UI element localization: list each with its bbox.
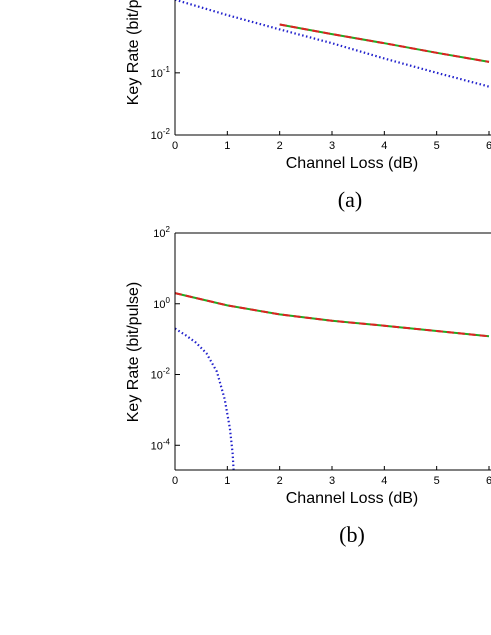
panel-a-curves <box>174 0 490 88</box>
panel-b-x-tick-label: 4 <box>381 475 387 487</box>
panel-a-x-tick-label: 3 <box>329 140 335 152</box>
panel-b-x-axis-label: Channel Loss (dB) <box>286 490 419 507</box>
panel-b-x-tick-label: 6 <box>486 475 491 487</box>
panel-b-series-3-line <box>174 327 235 471</box>
panel-a-series-2-line <box>279 23 490 63</box>
panel-b-y-tick-label: 102 <box>153 225 170 240</box>
panel-b-x-ticks: 0 1 2 3 4 5 6 <box>172 466 491 487</box>
panel-b-y-ticks: 102 100 10-2 10-4 <box>151 225 180 452</box>
panel-a-x-tick-label: 5 <box>434 140 440 152</box>
panel-b-x-tick-label: 0 <box>172 475 178 487</box>
panel-a-y-axis-label: Key Rate (bit/pulse) <box>125 0 142 105</box>
panel-a-x-tick-label: 1 <box>224 140 230 152</box>
panel-a-y-ticks: 10-2 10-1 <box>151 65 180 142</box>
panel-a-x-tick-label: 0 <box>172 140 178 152</box>
panel-a-y-tick-label: 10-2 <box>151 127 171 142</box>
panel-a-series-3-line <box>174 0 490 88</box>
panel-a-x-tick-label: 4 <box>381 140 387 152</box>
panel-b-curves <box>174 292 490 471</box>
panel-a-x-axis-label: Channel Loss (dB) <box>286 155 419 172</box>
panel-b-y-tick-label: 10-4 <box>151 437 171 452</box>
panel-b: 0 1 2 3 4 5 6 102 100 10-2 10-4 Channel Loss (dB)… <box>125 225 491 547</box>
panel-b-x-tick-label: 3 <box>329 475 335 487</box>
panel-a-x-ticks: 0 1 2 3 4 5 6 <box>172 131 491 152</box>
panel-a-x-tick-label: 6 <box>486 140 491 152</box>
panel-b-y-tick-label: 10-2 <box>151 367 171 382</box>
panel-b-x-tick-label: 2 <box>277 475 283 487</box>
panel-a-caption: (a) <box>338 187 362 212</box>
panel-b-x-tick-label: 1 <box>224 475 230 487</box>
panel-b-series-2-line <box>174 292 490 338</box>
panel-b-x-tick-label: 5 <box>434 475 440 487</box>
panel-a-x-tick-label: 2 <box>277 140 283 152</box>
panel-b-y-tick-label: 100 <box>153 296 170 311</box>
panel-a: 0 1 2 3 4 5 6 10-2 10-1 Channel Loss (dB) Key R… <box>125 0 491 212</box>
panel-b-y-axis-label: Key Rate (bit/pulse) <box>125 282 142 423</box>
panel-b-series-1-line <box>174 292 490 338</box>
panel-b-caption: (b) <box>339 522 365 547</box>
panel-a-y-tick-label: 10-1 <box>151 65 171 80</box>
